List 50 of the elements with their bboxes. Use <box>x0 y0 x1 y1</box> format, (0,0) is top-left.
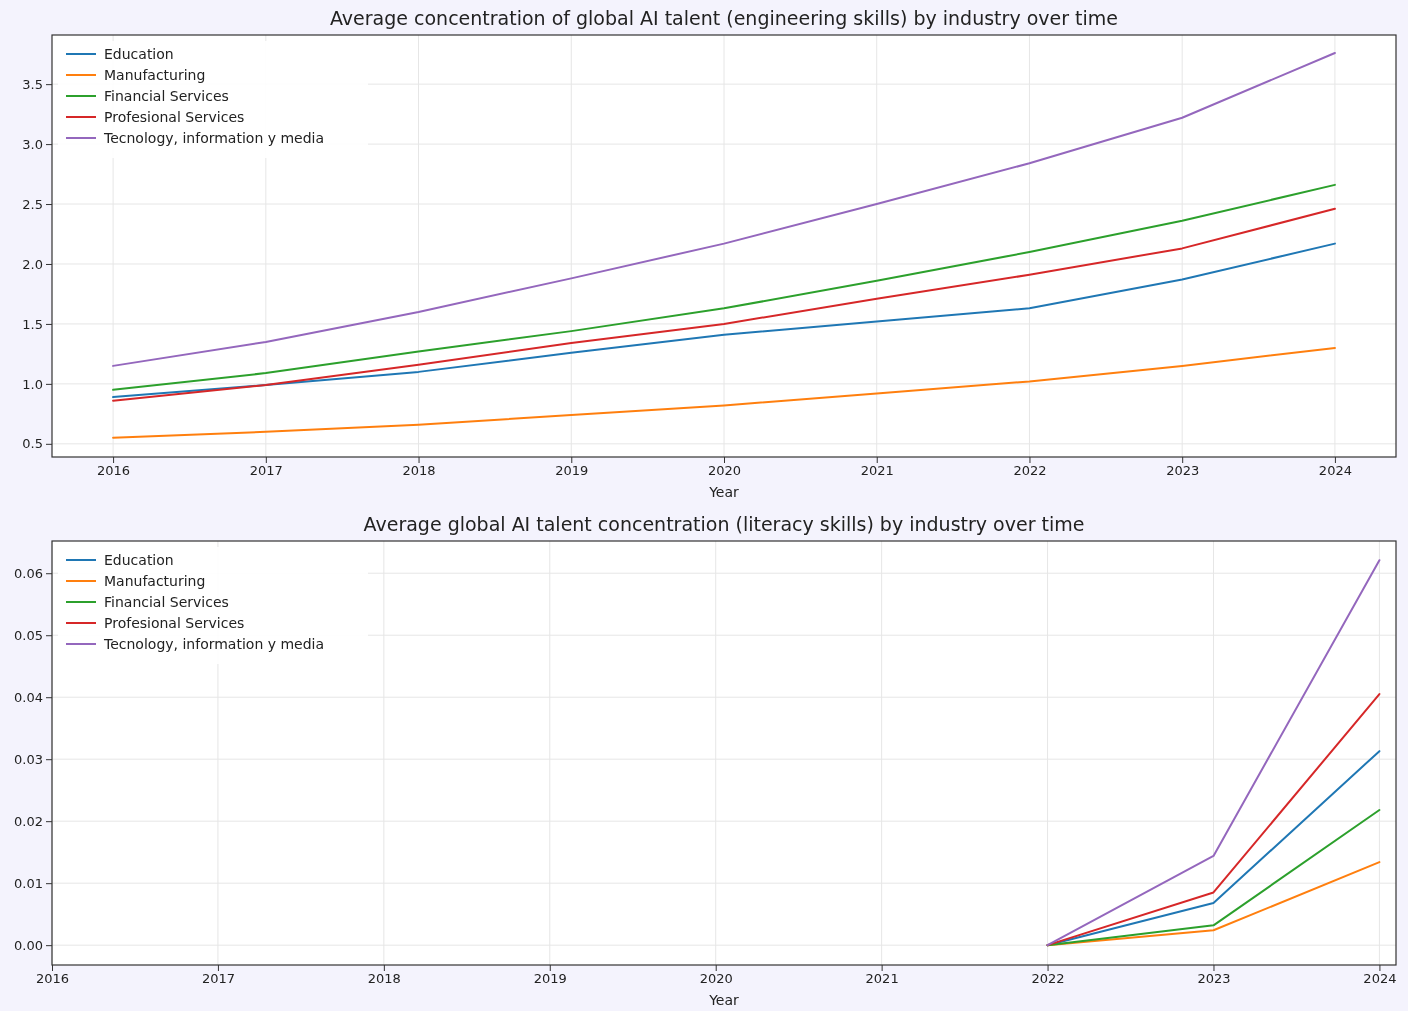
chart-title: Average global AI talent concentration (literacy skills) by industry over time <box>363 513 1085 535</box>
x-tick-label: 2018 <box>402 463 436 479</box>
x-tick-label: 2019 <box>555 463 589 479</box>
x-axis-title: Year <box>708 484 740 500</box>
y-tick-label: 0.06 <box>14 565 43 581</box>
x-tick-label: 2024 <box>1318 463 1352 479</box>
legend-label: Tecnology, information y media <box>103 130 325 146</box>
x-tick-label: 2020 <box>699 971 733 987</box>
y-tick-label: 0.05 <box>14 627 43 643</box>
chart-title: Average concentration of global AI talent (engineering skills) by industry over time <box>329 7 1119 29</box>
x-tick-label: 2017 <box>201 971 235 987</box>
line-series <box>112 207 1336 402</box>
legend-label: Financial Services <box>104 88 229 104</box>
legend-label: Education <box>104 46 174 62</box>
x-tick-label: 2016 <box>97 463 131 479</box>
x-tick-label: 2023 <box>1166 463 1200 479</box>
y-tick-label: 3.0 <box>22 136 43 152</box>
y-tick-label: 0.5 <box>22 436 43 452</box>
x-tick-label: 2017 <box>249 463 283 479</box>
x-axis-title: Year <box>708 992 740 1008</box>
legend-label: Education <box>104 552 174 568</box>
legend-label: Profesional Services <box>104 615 245 631</box>
x-tick-label: 2016 <box>35 971 70 987</box>
y-tick-label: 0.01 <box>14 875 43 891</box>
x-tick-label: 2024 <box>1363 971 1397 987</box>
y-tick-label: 2.5 <box>22 196 43 212</box>
y-tick-label: 1.5 <box>22 316 43 332</box>
x-tick-label: 2018 <box>367 971 401 987</box>
y-tick-label: 1.0 <box>22 376 43 392</box>
x-tick-label: 2021 <box>865 971 899 987</box>
x-tick-label: 2023 <box>1197 971 1231 987</box>
x-tick-label: 2022 <box>1013 463 1047 479</box>
line-series <box>112 242 1336 399</box>
x-tick-label: 2019 <box>533 971 567 987</box>
legend-label: Tecnology, information y media <box>103 636 325 652</box>
x-tick-label: 2021 <box>860 463 894 479</box>
y-tick-label: 0.04 <box>14 689 43 705</box>
line-series <box>112 346 1336 439</box>
legend-label: Financial Services <box>104 594 229 610</box>
legend-label: Manufacturing <box>104 573 206 589</box>
legend-label: Profesional Services <box>104 109 245 125</box>
legend-label: Manufacturing <box>104 67 206 83</box>
x-tick-label: 2020 <box>707 463 742 479</box>
y-tick-label: 0.00 <box>14 937 43 953</box>
y-tick-label: 0.03 <box>14 751 43 767</box>
y-tick-label: 0.02 <box>14 813 43 829</box>
x-tick-label: 2022 <box>1031 971 1065 987</box>
y-tick-label: 2.0 <box>22 256 43 272</box>
line-series <box>112 183 1336 391</box>
y-tick-label: 3.5 <box>22 76 43 92</box>
